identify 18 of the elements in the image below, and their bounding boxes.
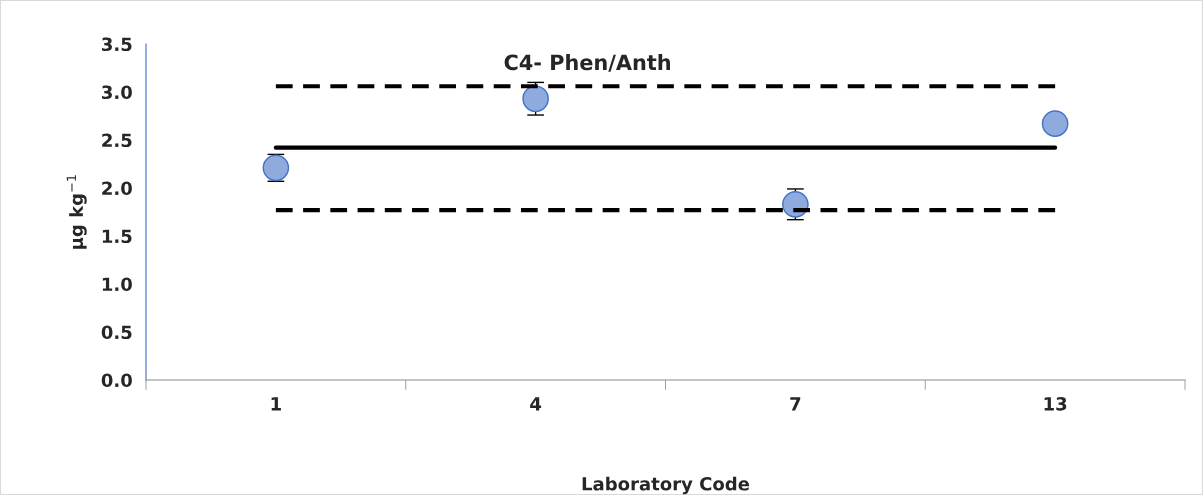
point	[1041, 110, 1069, 137]
y-tick-label: 1.0	[102, 277, 132, 292]
x-axis-title: Laboratory Code	[582, 476, 750, 495]
x-tick-label: 4	[530, 397, 542, 411]
point	[262, 154, 290, 182]
y-axis-title: µg kg$^{−1}$	[66, 175, 87, 249]
y-tick-label: 0.5	[101, 325, 132, 340]
chart-title: C4- Phen/Anth	[504, 54, 670, 72]
y-tick-label: 0.0	[101, 373, 132, 388]
y-tick-label: 2.0	[102, 181, 132, 196]
x-tick-label: 7	[790, 397, 801, 411]
y-tick-label: 1.5	[102, 229, 132, 244]
y-tick-label: 3.0	[102, 85, 132, 100]
x-tick-label: 1	[271, 397, 281, 411]
y-tick-label: 2.5	[102, 133, 132, 148]
y-tick-label: 3.5	[102, 37, 132, 52]
point	[522, 85, 549, 113]
x-tick-label: 13	[1044, 396, 1067, 411]
